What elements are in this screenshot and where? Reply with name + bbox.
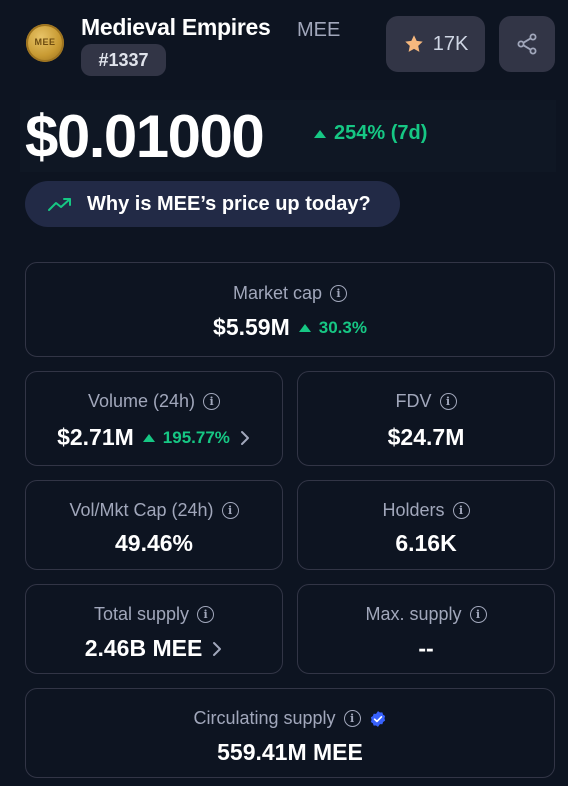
vol-mkt-cap-label-row: Vol/Mkt Cap (24h) i (26, 500, 282, 521)
info-icon[interactable]: i (439, 393, 457, 410)
info-icon[interactable]: i (221, 502, 239, 519)
watchlist-count: 17K (432, 32, 469, 55)
share-button[interactable] (499, 16, 555, 72)
verified-icon[interactable] (369, 710, 387, 728)
coin-logo: MEE (26, 24, 64, 62)
volume-value-row: $2.71M 195.77% (26, 424, 282, 451)
holders-value: 6.16K (395, 530, 457, 556)
price-change: 254% (7d) (314, 122, 427, 145)
price-bar (20, 100, 556, 172)
fdv-value: $24.7M (387, 424, 465, 450)
volume-change-value: 195.77% (162, 427, 230, 447)
circulating-supply-value: 559.41M MEE (217, 739, 363, 765)
volume-label: Volume (24h) (87, 391, 196, 411)
info-icon[interactable]: i (469, 606, 487, 623)
volume-value: $2.71M (57, 424, 134, 450)
coin-logo-text: MEE (34, 37, 56, 47)
volume-card[interactable]: Volume (24h) i $2.71M 195.77% (25, 371, 283, 466)
chevron-right-icon[interactable] (211, 641, 223, 657)
price-value: $0.01000 (25, 103, 265, 170)
holders-value-row: 6.16K (298, 530, 554, 557)
price-change-value: 254% (7d) (334, 122, 428, 144)
fdv-label: FDV (395, 391, 432, 411)
watchlist-button[interactable]: 17K (386, 16, 485, 72)
circulating-supply-value-row: 559.41M MEE (26, 739, 554, 766)
why-price-up-label: Why is MEE’s price up today? (87, 192, 371, 215)
holders-label: Holders (382, 500, 445, 520)
rank-badge: #1337 (81, 44, 166, 76)
share-icon (517, 33, 537, 55)
max-supply-label-row: Max. supply i (298, 604, 554, 625)
market-cap-card[interactable]: Market cap i $5.59M 30.3% (25, 262, 555, 357)
coin-symbol: MEE (297, 19, 341, 41)
max-supply-card[interactable]: Max. supply i -- (297, 584, 555, 674)
info-icon[interactable]: i (343, 710, 361, 727)
info-icon[interactable]: i (330, 285, 348, 302)
total-supply-value: 2.46B MEE (84, 635, 203, 661)
market-cap-label: Market cap (232, 283, 323, 303)
holders-label-row: Holders i (298, 500, 554, 521)
market-cap-value: $5.59M (213, 314, 290, 340)
holders-card[interactable]: Holders i 6.16K (297, 480, 555, 570)
coin-name: Medieval Empires (81, 14, 271, 40)
max-supply-value-row: -- (298, 635, 554, 662)
info-icon[interactable]: i (203, 393, 221, 410)
circulating-supply-label-row: Circulating supply i (26, 708, 554, 729)
why-price-up-button[interactable]: Why is MEE’s price up today? (25, 181, 400, 227)
vol-mkt-cap-value-row: 49.46% (26, 530, 282, 557)
max-supply-label: Max. supply (365, 604, 462, 624)
vol-mkt-cap-card[interactable]: Vol/Mkt Cap (24h) i 49.46% (25, 480, 283, 570)
info-icon[interactable]: i (452, 502, 470, 519)
market-cap-label-row: Market cap i (26, 283, 554, 304)
info-icon[interactable]: i (197, 606, 215, 623)
market-cap-change-value: 30.3% (318, 317, 367, 337)
caret-up-icon (298, 323, 311, 332)
total-supply-label: Total supply (93, 604, 190, 624)
max-supply-value: -- (418, 635, 434, 661)
fdv-label-row: FDV i (298, 391, 554, 412)
total-supply-card[interactable]: Total supply i 2.46B MEE (25, 584, 283, 674)
vol-mkt-cap-value: 49.46% (114, 530, 193, 556)
vol-mkt-cap-label: Vol/Mkt Cap (24h) (69, 500, 214, 520)
star-icon (404, 35, 423, 52)
circulating-supply-card[interactable]: Circulating supply i 559.41M MEE (25, 688, 555, 778)
volume-label-row: Volume (24h) i (26, 391, 282, 412)
trending-up-icon (48, 198, 71, 211)
market-cap-value-row: $5.59M 30.3% (26, 314, 554, 341)
caret-up-icon (314, 129, 326, 138)
total-supply-label-row: Total supply i (26, 604, 282, 625)
chevron-right-icon[interactable] (239, 430, 251, 446)
caret-up-icon (142, 433, 155, 442)
total-supply-value-row: 2.46B MEE (26, 635, 282, 662)
fdv-card[interactable]: FDV i $24.7M (297, 371, 555, 466)
market-cap-change: 30.3% (298, 317, 367, 338)
circulating-supply-label: Circulating supply (193, 708, 336, 728)
volume-change: 195.77% (142, 427, 230, 448)
fdv-value-row: $24.7M (298, 424, 554, 451)
